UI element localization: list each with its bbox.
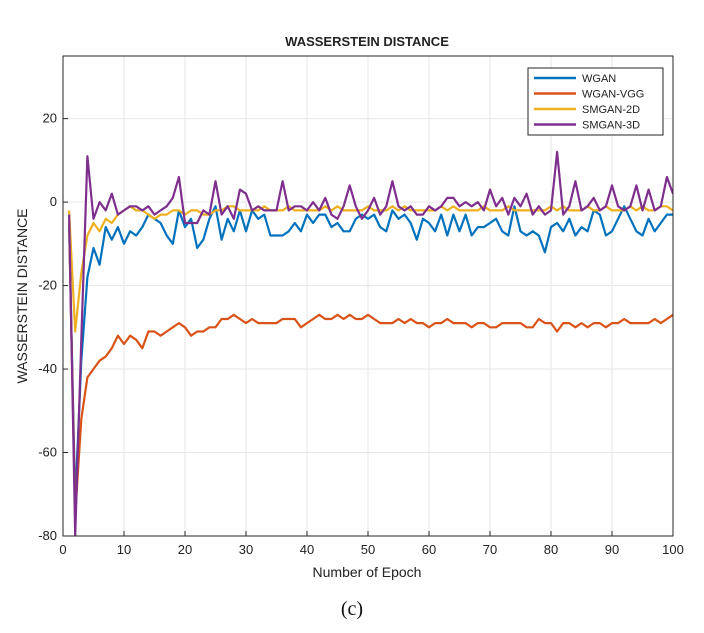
axis-ticks: 0 10 20 30 40 50 60 70 80 90 100 -80 -60 -40 -20 0 20	[38, 111, 684, 557]
legend-label: SMGAN-2D	[582, 104, 640, 116]
figure-caption: (c)	[340, 598, 364, 620]
y-tick-label: -60	[38, 445, 57, 460]
y-tick-label: 0	[50, 194, 57, 209]
y-tick-label: -40	[38, 361, 57, 376]
series-line-wgan-vgg	[68, 222, 673, 517]
legend: WGAN WGAN-VGG SMGAN-2D SMGAN-3D	[527, 67, 664, 136]
series-group	[68, 150, 673, 536]
y-axis-label: WASSERSTEIN DISTANCE	[14, 208, 30, 383]
x-tick-label: 70	[483, 542, 497, 557]
y-tick-label: 20	[43, 111, 57, 126]
y-tick-label: -20	[38, 278, 57, 293]
x-tick-label: 40	[300, 542, 314, 557]
x-tick-label: 0	[59, 542, 66, 557]
x-tick-label: 10	[117, 542, 131, 557]
x-tick-label: 100	[662, 542, 684, 557]
x-tick-label: 50	[361, 542, 375, 557]
chart-title: WASSERSTEIN DISTANCE	[285, 34, 449, 49]
series-line-smgan-2d	[68, 205, 673, 333]
x-tick-label: 30	[239, 542, 253, 557]
x-tick-label: 20	[178, 542, 192, 557]
legend-label: WGAN	[582, 73, 616, 85]
series-line-wgan	[68, 205, 673, 504]
series-line-smgan-3d	[68, 150, 673, 536]
x-tick-label: 90	[605, 542, 619, 557]
x-tick-label: 80	[544, 542, 558, 557]
x-axis-label: Number of Epoch	[313, 564, 422, 580]
y-tick-label: -80	[38, 528, 57, 543]
legend-label: SMGAN-3D	[582, 120, 640, 132]
x-tick-label: 60	[422, 542, 436, 557]
legend-label: WGAN-VGG	[582, 89, 644, 101]
